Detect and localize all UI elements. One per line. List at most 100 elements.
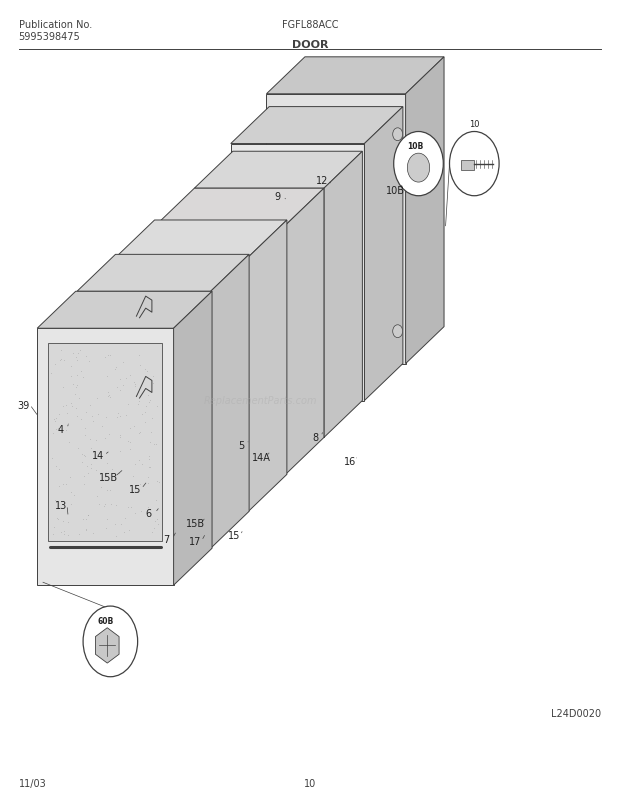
Point [115,385,125,398]
Point [63,529,73,542]
Text: 10: 10 [304,778,316,788]
Point [68,379,78,391]
Text: 15B: 15B [186,518,205,528]
Point [58,381,68,394]
Point [59,354,69,367]
Point [137,458,147,471]
Text: 13: 13 [55,500,67,510]
Point [123,435,133,448]
Point [53,422,63,435]
Point [149,522,159,535]
Point [107,463,117,476]
Text: 8: 8 [312,432,318,442]
Point [61,399,71,412]
Point [50,494,60,507]
Point [66,371,76,383]
Polygon shape [37,292,212,329]
Point [102,484,112,497]
Text: 11/03: 11/03 [19,778,46,788]
Point [152,512,162,525]
Point [135,427,145,439]
Point [130,379,140,391]
Point [80,450,90,463]
Point [78,448,87,461]
Point [73,347,83,360]
Polygon shape [195,152,362,189]
Point [154,476,164,488]
Point [91,464,101,476]
Polygon shape [405,58,444,364]
Text: 60B: 60B [97,616,113,626]
Circle shape [392,128,402,141]
Point [149,515,159,528]
Point [85,399,95,411]
Point [50,358,60,371]
Point [153,517,163,530]
Point [110,518,120,531]
Text: 10B: 10B [407,141,423,151]
Point [143,477,153,490]
Point [78,513,87,526]
Point [54,408,64,421]
Point [50,415,60,427]
Point [102,370,112,383]
Point [66,360,76,373]
Point [64,436,74,449]
Point [63,416,73,429]
Point [58,399,68,412]
Text: 5995398475: 5995398475 [19,32,81,42]
Point [56,354,66,367]
Point [151,494,161,507]
Polygon shape [156,226,285,475]
Point [84,355,94,368]
Point [86,442,95,455]
Point [123,399,133,411]
Point [53,513,63,526]
Point [81,525,91,537]
Point [130,459,140,472]
Polygon shape [267,95,405,364]
Point [100,498,110,511]
Point [100,522,110,535]
Point [73,442,83,455]
Point [72,354,82,367]
Polygon shape [267,58,444,95]
Point [55,480,64,492]
Polygon shape [365,107,403,401]
Point [131,389,141,402]
Point [69,488,79,501]
Point [56,354,66,367]
Polygon shape [195,189,324,438]
Point [100,432,110,445]
Circle shape [450,132,499,196]
Point [118,356,128,369]
Point [94,497,104,510]
Point [125,369,135,382]
Text: 6: 6 [146,508,152,518]
Point [79,470,89,483]
Circle shape [394,132,443,196]
Point [61,423,71,436]
Point [111,362,121,375]
Point [59,529,69,541]
Polygon shape [231,107,403,144]
Point [66,486,76,499]
Point [140,406,150,419]
Text: 12: 12 [316,176,329,185]
Point [81,523,91,536]
Point [61,478,71,491]
Point [105,391,115,404]
Text: 17: 17 [189,537,202,546]
Point [102,457,112,470]
Point [124,524,134,537]
Point [105,350,115,363]
Point [100,351,110,364]
Point [135,358,145,371]
Point [71,351,81,364]
Point [66,498,76,511]
Point [65,471,75,484]
Point [97,419,107,432]
Point [143,390,153,403]
Point [79,449,89,462]
Point [71,402,81,415]
